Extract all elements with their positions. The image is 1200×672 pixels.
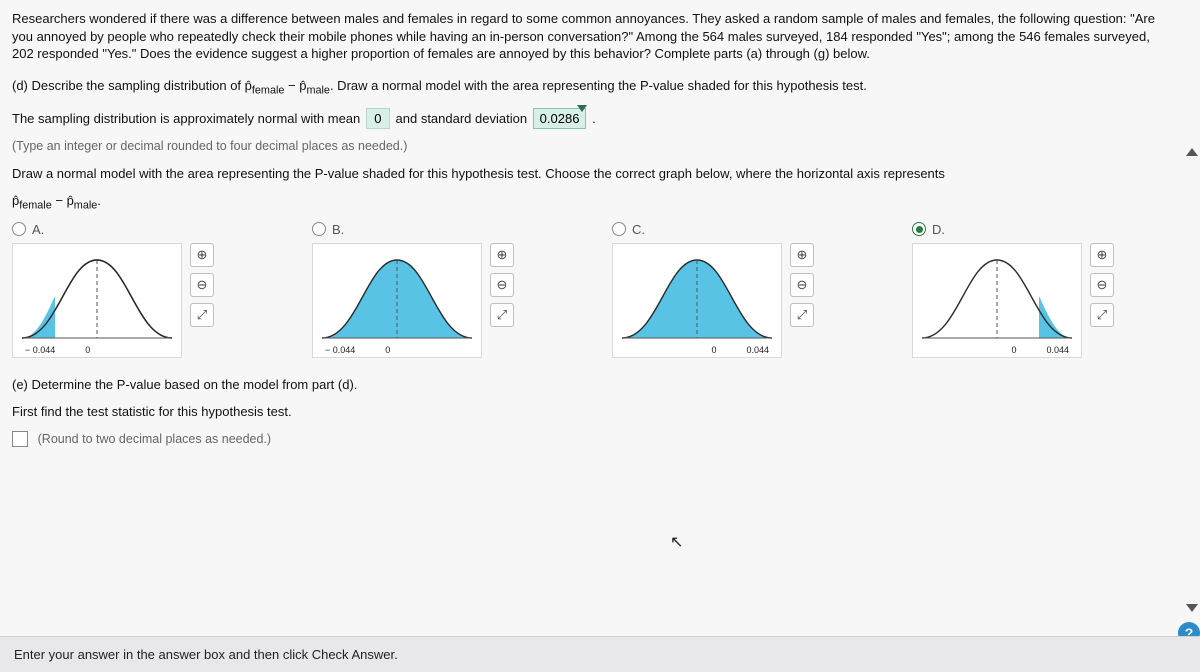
part-e-line1: (e) Determine the P-value based on the m… xyxy=(12,376,1166,394)
graph-c-xlabels: 0 0.044 xyxy=(613,345,781,357)
zoom-out-icon[interactable]: ⊖ xyxy=(190,273,214,297)
zoom-out-icon[interactable]: ⊖ xyxy=(790,273,814,297)
option-c-label: C. xyxy=(632,222,645,237)
sd-input[interactable]: 0.0286 xyxy=(533,108,587,130)
graph-c: 0 0.044 xyxy=(612,243,782,358)
part-e-line2: First find the test statistic for this h… xyxy=(12,403,1166,421)
graph-options: A. − 0.044 0 ⊕ xyxy=(12,222,1166,358)
option-c[interactable]: C. 0 0.044 ⊕ ⊖ xyxy=(612,222,822,358)
choose-graph-line: Draw a normal model with the area repres… xyxy=(12,165,1166,183)
expand-icon[interactable]: ⤢ xyxy=(190,303,214,327)
graph-a: − 0.044 0 xyxy=(12,243,182,358)
line2-suffix: . xyxy=(592,111,596,126)
expand-icon[interactable]: ⤢ xyxy=(490,303,514,327)
choose-graph-expr: p̂female − p̂male. xyxy=(12,193,1166,212)
rounding-hint-2: (Round to two decimal places as needed.) xyxy=(38,432,271,446)
zoom-in-icon[interactable]: ⊕ xyxy=(790,243,814,267)
expand-icon[interactable]: ⤢ xyxy=(790,303,814,327)
mean-input[interactable]: 0 xyxy=(366,108,390,130)
zoom-in-icon[interactable]: ⊕ xyxy=(190,243,214,267)
graph-d: 0 0.044 xyxy=(912,243,1082,358)
zoom-in-icon[interactable]: ⊕ xyxy=(490,243,514,267)
option-b-label: B. xyxy=(332,222,344,237)
part-d-suffix: . Draw a normal model with the area repr… xyxy=(330,78,867,93)
sampling-dist-line: The sampling distribution is approximate… xyxy=(12,108,1166,130)
graph-b: − 0.044 0 xyxy=(312,243,482,358)
problem-intro: Researchers wondered if there was a diff… xyxy=(12,10,1166,63)
option-a[interactable]: A. − 0.044 0 ⊕ xyxy=(12,222,222,358)
part-d-prompt: (d) Describe the sampling distribution o… xyxy=(12,77,1166,98)
option-d[interactable]: D. 0 0.044 ⊕ ⊖ xyxy=(912,222,1122,358)
cursor-icon: ↖ xyxy=(670,532,683,552)
footer-bar: Enter your answer in the answer box and … xyxy=(0,636,1200,672)
zoom-in-icon[interactable]: ⊕ xyxy=(1090,243,1114,267)
expand-icon[interactable]: ⤢ xyxy=(1090,303,1114,327)
graph-d-xlabels: 0 0.044 xyxy=(913,345,1081,357)
option-b[interactable]: B. − 0.044 0 ⊕ ⊖ xyxy=(312,222,522,358)
stat-expression: p̂female − p̂male xyxy=(245,78,330,93)
line2-prefix: The sampling distribution is approximate… xyxy=(12,111,364,126)
line2-mid: and standard deviation xyxy=(396,111,531,126)
zoom-out-icon[interactable]: ⊖ xyxy=(1090,273,1114,297)
radio-a[interactable] xyxy=(12,222,26,236)
rounding-hint-1: (Type an integer or decimal rounded to f… xyxy=(12,139,1166,153)
answer-input[interactable] xyxy=(12,431,28,447)
scroll-down-icon[interactable] xyxy=(1186,604,1198,612)
option-a-label: A. xyxy=(32,222,44,237)
footer-text: Enter your answer in the answer box and … xyxy=(14,647,398,662)
graph-a-xlabels: − 0.044 0 xyxy=(13,345,181,357)
zoom-out-icon[interactable]: ⊖ xyxy=(490,273,514,297)
option-d-label: D. xyxy=(932,222,945,237)
radio-d[interactable] xyxy=(912,222,926,236)
graph-b-xlabels: − 0.044 0 xyxy=(313,345,481,357)
radio-c[interactable] xyxy=(612,222,626,236)
radio-b[interactable] xyxy=(312,222,326,236)
part-d-prefix: (d) Describe the sampling distribution o… xyxy=(12,78,245,93)
test-stat-row: (Round to two decimal places as needed.) xyxy=(12,431,1166,448)
scroll-up-icon[interactable] xyxy=(1186,148,1198,156)
